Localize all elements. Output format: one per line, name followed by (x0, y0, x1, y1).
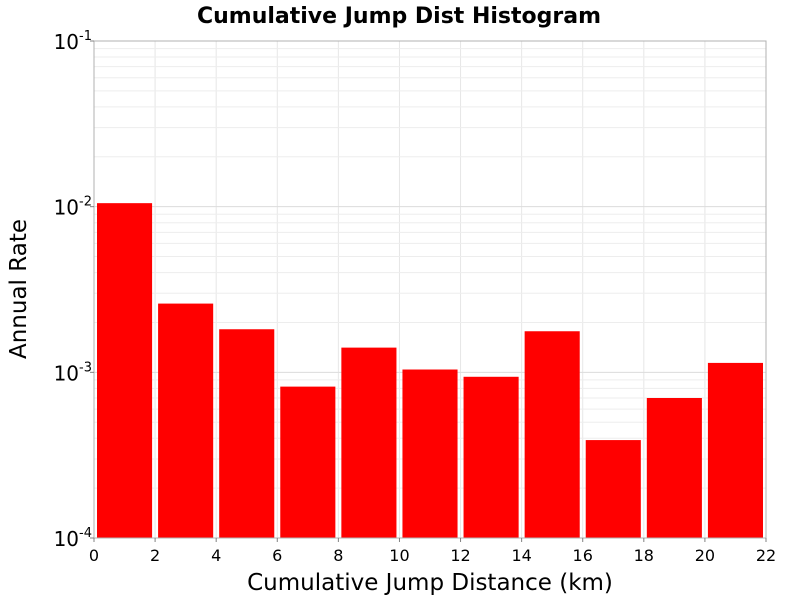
y-tick-exponent: -4 (79, 526, 92, 541)
bar-9 (646, 397, 702, 538)
y-tick-exponent: -3 (79, 360, 92, 375)
bars-group (97, 203, 763, 538)
bar-1 (158, 303, 214, 538)
bar-8 (585, 440, 641, 538)
x-tick-label: 22 (756, 546, 776, 565)
y-axis-ticks: 10-410-310-210-1 (54, 29, 94, 551)
x-axis-label: Cumulative Jump Distance (km) (247, 570, 613, 596)
chart-title: Cumulative Jump Dist Histogram (197, 4, 601, 29)
x-tick-label: 20 (695, 546, 715, 565)
x-axis-ticks: 0 2 4 6 8 10 12 14 16 18 20 22 (89, 538, 776, 565)
bar-5 (402, 369, 458, 538)
x-tick-label: 14 (511, 546, 531, 565)
y-tick-base: 10 (54, 196, 79, 220)
x-tick-label: 18 (634, 546, 654, 565)
y-tick-label: 10-4 (54, 526, 92, 551)
x-tick-label: 10 (389, 546, 409, 565)
bar-2 (219, 329, 275, 538)
y-tick-base: 10 (54, 527, 79, 551)
bar-3 (280, 386, 336, 538)
bar-7 (524, 331, 580, 538)
y-tick-exponent: -2 (79, 195, 92, 210)
bar-10 (707, 362, 763, 538)
y-tick-label: 10-2 (54, 195, 92, 220)
bar-6 (463, 376, 519, 538)
x-tick-label: 0 (89, 546, 99, 565)
y-tick-exponent: -1 (79, 29, 92, 44)
y-axis-label: Annual Rate (6, 219, 32, 359)
y-tick-base: 10 (54, 30, 79, 54)
bar-4 (341, 347, 397, 538)
plot-frame (93, 40, 767, 539)
x-tick-label: 8 (333, 546, 343, 565)
x-tick-label: 6 (272, 546, 282, 565)
x-tick-label: 12 (450, 546, 470, 565)
y-tick-label: 10-1 (54, 29, 92, 54)
bar-0 (97, 203, 153, 538)
x-tick-label: 2 (150, 546, 160, 565)
y-tick-label: 10-3 (54, 360, 92, 385)
x-tick-label: 4 (211, 546, 221, 565)
y-tick-base: 10 (54, 361, 79, 385)
x-tick-label: 16 (573, 546, 593, 565)
